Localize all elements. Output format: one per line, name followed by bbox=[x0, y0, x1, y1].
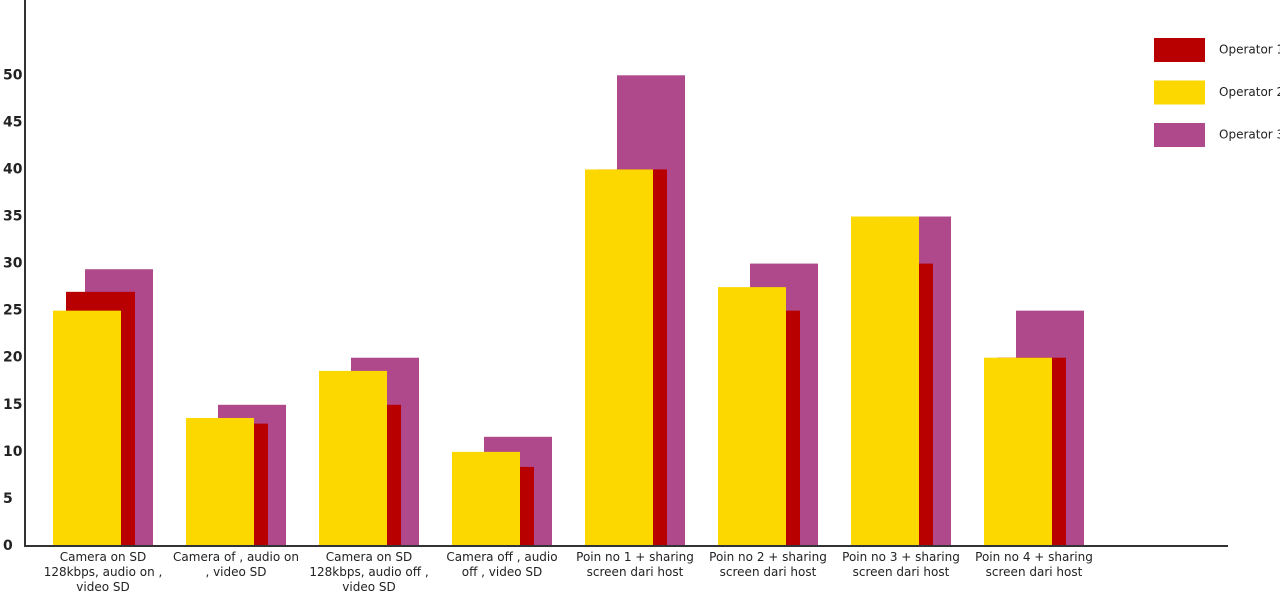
x-tick-label: Camera off , audio off , video SD bbox=[446, 550, 558, 579]
y-tick-label: 50 bbox=[3, 67, 23, 83]
y-tick-label: 15 bbox=[3, 397, 22, 413]
bar bbox=[851, 216, 919, 546]
y-tick-label: 35 bbox=[3, 209, 22, 225]
y-tick-label: 10 bbox=[3, 444, 23, 460]
bar bbox=[319, 370, 387, 546]
bar bbox=[585, 169, 653, 546]
y-tick-label: 45 bbox=[3, 114, 22, 130]
legend-swatch bbox=[1154, 38, 1205, 62]
legend-swatch bbox=[1154, 123, 1205, 147]
y-tick-label: 25 bbox=[3, 303, 22, 319]
x-tick-label: Poin no 3 + sharing screen dari host bbox=[842, 550, 960, 579]
bar bbox=[984, 357, 1052, 546]
bar bbox=[186, 417, 254, 546]
y-tick-label: 5 bbox=[3, 491, 13, 507]
x-tick-label: Poin no 2 + sharing screen dari host bbox=[709, 550, 827, 579]
bar bbox=[452, 451, 520, 546]
x-tick-label: Camera on SD 128kbps, audio on , video S… bbox=[43, 550, 163, 594]
legend-label: Operator 3 bbox=[1219, 128, 1280, 142]
x-tick-label: Camera of , audio on , video SD bbox=[173, 550, 299, 579]
legend-label: Operator 2 bbox=[1219, 85, 1280, 99]
y-tick-label: 20 bbox=[3, 350, 23, 366]
bar bbox=[53, 310, 121, 546]
y-tick-label: 0 bbox=[3, 538, 13, 554]
x-tick-label: Poin no 1 + sharing screen dari host bbox=[576, 550, 694, 579]
x-tick-label: Poin no 4 + sharing screen dari host bbox=[975, 550, 1093, 579]
x-tick-label: Camera on SD 128kbps, audio off , video … bbox=[309, 550, 429, 594]
y-tick-label: 30 bbox=[3, 256, 23, 272]
legend-label: Operator 1 bbox=[1219, 43, 1280, 57]
y-tick-label: 40 bbox=[3, 161, 23, 177]
bar bbox=[718, 287, 786, 546]
legend-swatch bbox=[1154, 80, 1205, 105]
